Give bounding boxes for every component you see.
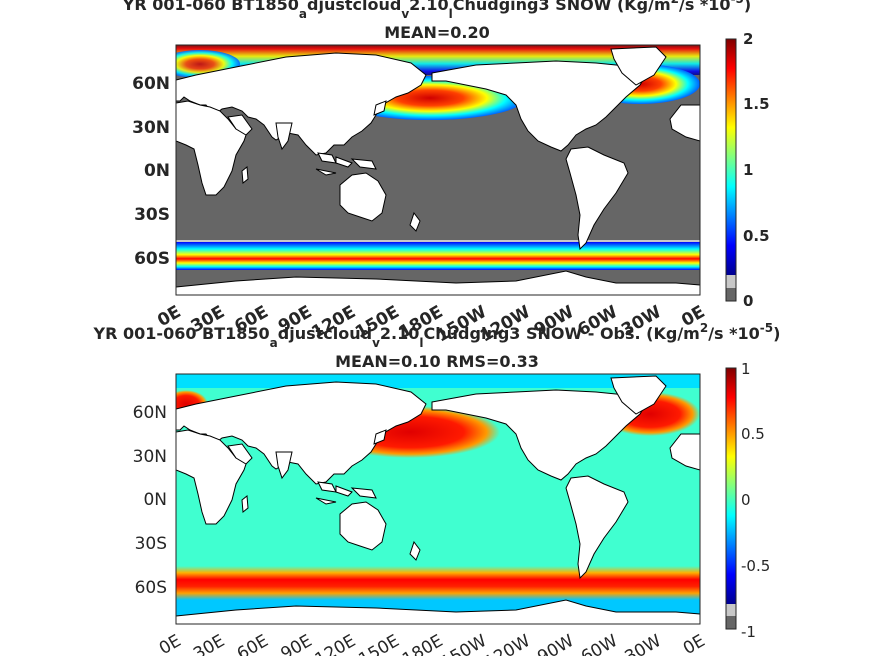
colorbar-tick: 0.5: [741, 425, 765, 443]
colorbar-missing: [726, 275, 736, 288]
x-tick-label: 120E: [312, 631, 359, 656]
y-axis: 60N 30N 0N 30S 60S: [133, 403, 167, 598]
chart-title: YR 001-060 BT1850adjustcloudv2.10lChudgi…: [122, 0, 751, 21]
y-tick-label: 30N: [133, 447, 167, 467]
panel-bottom: YR 001-060 BT1850adjustcloudv2.10lChudgi…: [93, 321, 781, 656]
colorbar-tick: 0: [741, 491, 751, 509]
x-tick-label: 90W: [534, 631, 577, 656]
x-tick-label: 150E: [355, 631, 402, 656]
y-tick-label: 60N: [133, 403, 167, 423]
colorbar-tick: -0.5: [741, 557, 770, 575]
panel-top: YR 001-060 BT1850adjustcloudv2.10lChudgi…: [122, 0, 770, 346]
x-tick-label: 0E: [156, 631, 185, 656]
chart-subtitle: MEAN=0.20: [384, 23, 490, 42]
chart-title: YR 001-060 BT1850adjustcloudv2.10lChudgi…: [93, 321, 781, 350]
colorbar-gradient: [726, 368, 736, 604]
colorbar-tick: 1: [743, 161, 753, 179]
colorbar-tick: 0.5: [743, 227, 770, 245]
x-tick-label: 120W: [481, 631, 534, 656]
colorbar-missing: [726, 604, 736, 616]
x-tick-label: 60E: [234, 631, 272, 656]
missing-band: [176, 240, 700, 242]
x-tick-label: 30W: [622, 631, 665, 656]
x-tick-label: 60W: [578, 631, 621, 656]
y-tick-label: 0N: [143, 490, 167, 510]
y-tick-label: 60N: [132, 74, 170, 94]
y-tick-label: 30S: [135, 534, 167, 554]
southern-ocean-band: [176, 242, 700, 270]
y-tick-label: 30S: [134, 205, 170, 225]
colorbar-no-snow: [726, 616, 736, 629]
colorbar: 1 0.5 0 -0.5 -1: [725, 360, 770, 641]
colorbar-tick: 2: [743, 30, 753, 48]
y-tick-label: 60S: [135, 578, 167, 598]
y-tick-label: 60S: [134, 249, 170, 269]
x-tick-label: 150W: [438, 631, 491, 656]
y-tick-label: 30N: [132, 118, 170, 138]
y-axis: 60N 30N 0N 30S 60S: [132, 74, 170, 269]
axes-frame: [175, 44, 701, 296]
chart-subtitle: MEAN=0.10 RMS=0.33: [335, 352, 539, 371]
colorbar-tick: 0: [743, 292, 753, 310]
y-tick-label: 0N: [144, 161, 170, 181]
map-area: [176, 45, 700, 295]
colorbar-tick: 1.5: [743, 95, 770, 113]
colorbar-no-snow: [726, 288, 736, 301]
x-tick-label: 0E: [680, 631, 709, 656]
colorbar-frame: [725, 38, 737, 302]
colorbar-gradient: [726, 39, 736, 275]
southern-ocean-difference: [176, 566, 700, 600]
colorbar-tick: 1: [741, 360, 751, 378]
x-tick-label: 90E: [277, 631, 315, 656]
colorbar-tick: -1: [741, 623, 756, 641]
x-tick-label: 180E: [399, 631, 446, 656]
axes-frame: [175, 373, 701, 625]
colorbar: 2 1.5 1 0.5 0: [725, 30, 770, 310]
map-area: [176, 374, 700, 624]
x-tick-label: 30E: [190, 631, 228, 656]
colorbar-frame: [725, 367, 737, 630]
